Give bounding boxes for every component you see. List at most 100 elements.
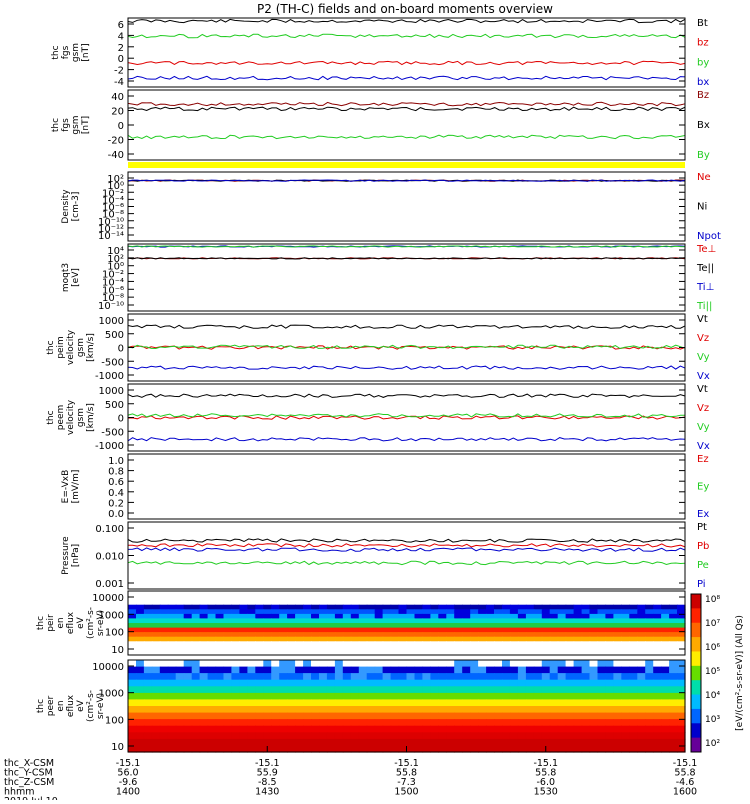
heatmap-cell bbox=[446, 627, 455, 633]
heatmap-cell bbox=[494, 632, 503, 638]
heatmap-cell bbox=[533, 609, 543, 615]
heatmap-cell bbox=[382, 732, 392, 740]
heatmap-cell bbox=[390, 623, 400, 629]
heatmap-cell bbox=[494, 636, 503, 642]
heatmap-cell bbox=[629, 613, 638, 620]
heatmap-cell bbox=[326, 613, 336, 620]
heatmap-cell bbox=[509, 645, 519, 652]
heatmap-cell bbox=[677, 591, 686, 597]
heatmap-cell bbox=[422, 712, 431, 720]
heatmap-cell bbox=[255, 623, 264, 629]
heatmap-cell bbox=[207, 686, 217, 694]
heatmap-cell bbox=[605, 595, 614, 601]
heatmap-cell bbox=[215, 660, 225, 668]
heatmap-cell bbox=[287, 618, 296, 624]
heatmap-cell bbox=[581, 618, 591, 624]
heatmap-cell bbox=[438, 595, 447, 601]
heatmap-cell bbox=[207, 666, 217, 674]
heatmap-cell bbox=[486, 636, 495, 642]
heatmap-cell bbox=[151, 679, 161, 687]
heatmap-cell bbox=[557, 673, 567, 681]
heatmap-cell bbox=[517, 699, 527, 707]
heatmap-cell bbox=[669, 609, 678, 615]
heatmap-cell bbox=[374, 732, 384, 740]
heatmap-cell bbox=[629, 706, 638, 714]
heatmap-cell bbox=[637, 650, 646, 656]
heatmap-cell bbox=[414, 650, 424, 656]
heatmap-cell bbox=[677, 627, 686, 633]
heatmap-cell bbox=[390, 609, 400, 615]
heatmap-cell bbox=[605, 618, 614, 624]
heatmap-cell bbox=[525, 679, 535, 687]
heatmap-cell bbox=[525, 613, 535, 620]
heatmap-cell bbox=[159, 604, 169, 610]
heatmap-cell bbox=[175, 660, 185, 668]
heatmap-cell bbox=[573, 725, 583, 733]
heatmap-cell bbox=[334, 595, 344, 601]
heatmap-cell bbox=[653, 692, 662, 701]
heatmap-cell bbox=[303, 623, 312, 629]
heatmap-cell bbox=[334, 666, 344, 674]
heatmap-cell bbox=[446, 673, 455, 681]
heatmap-cell bbox=[438, 618, 447, 624]
heatmap-cell bbox=[533, 686, 543, 694]
heatmap-cell bbox=[494, 600, 503, 606]
heatmap-cell bbox=[167, 679, 177, 687]
heatmap-cell bbox=[541, 618, 551, 624]
heatmap-cell bbox=[541, 679, 551, 687]
heatmap-cell bbox=[454, 609, 463, 615]
heatmap-cell bbox=[533, 699, 543, 707]
series-line-Vy bbox=[127, 344, 686, 350]
heatmap-cell bbox=[128, 719, 137, 727]
heatmap-cell bbox=[191, 732, 201, 740]
heatmap-cell bbox=[637, 719, 646, 727]
heatmap-cell bbox=[478, 679, 487, 687]
heatmap-cell bbox=[167, 600, 177, 606]
heatmap-cell bbox=[398, 725, 408, 733]
heatmap-cell bbox=[143, 613, 153, 620]
heatmap-cell bbox=[414, 604, 424, 610]
heatmap-cell bbox=[255, 613, 264, 620]
heatmap-cell bbox=[438, 732, 447, 740]
heatmap-cell bbox=[223, 618, 233, 624]
heatmap-cell bbox=[621, 706, 630, 714]
heatmap-cell bbox=[517, 686, 527, 694]
x-tick-label: 55.8 bbox=[674, 768, 695, 779]
heatmap-cell bbox=[358, 699, 368, 707]
y-axis-label-line: thc bbox=[51, 118, 61, 132]
heatmap-cell bbox=[438, 604, 447, 610]
heatmap-cell bbox=[637, 618, 646, 624]
heatmap-cell bbox=[454, 673, 463, 681]
colorbar-segment bbox=[691, 651, 701, 667]
heatmap-cell bbox=[438, 738, 447, 747]
heatmap-cell bbox=[143, 686, 153, 694]
heatmap-cell bbox=[565, 706, 575, 714]
y-tick-label: 10⁻⁶ bbox=[102, 203, 124, 214]
heatmap-cell bbox=[287, 666, 296, 674]
heatmap-cell bbox=[462, 627, 471, 633]
heatmap-cell bbox=[605, 660, 614, 668]
heatmap-cell bbox=[239, 660, 248, 668]
heatmap-cell bbox=[533, 627, 543, 633]
heatmap-cell bbox=[661, 595, 670, 601]
heatmap-cell bbox=[366, 595, 376, 601]
heatmap-cell bbox=[390, 600, 400, 606]
heatmap-cell bbox=[223, 725, 233, 733]
heatmap-cell bbox=[159, 679, 169, 687]
heatmap-cell bbox=[279, 613, 288, 620]
heatmap-cell bbox=[350, 706, 360, 714]
heatmap-cell bbox=[597, 623, 607, 629]
heatmap-cell bbox=[215, 699, 225, 707]
y-tick-label: 0 bbox=[118, 344, 124, 355]
heatmap-cell bbox=[319, 725, 328, 733]
heatmap-cell bbox=[581, 725, 591, 733]
heatmap-cell bbox=[629, 591, 638, 597]
heatmap-cell bbox=[311, 692, 320, 701]
heatmap-cell bbox=[613, 623, 622, 629]
heatmap-cell bbox=[509, 600, 519, 606]
heatmap-cell bbox=[231, 650, 240, 656]
heatmap-cell bbox=[573, 591, 583, 597]
x-tick-label: 56.0 bbox=[117, 768, 138, 779]
heatmap-cell bbox=[589, 738, 599, 747]
heatmap-cell bbox=[669, 686, 678, 694]
